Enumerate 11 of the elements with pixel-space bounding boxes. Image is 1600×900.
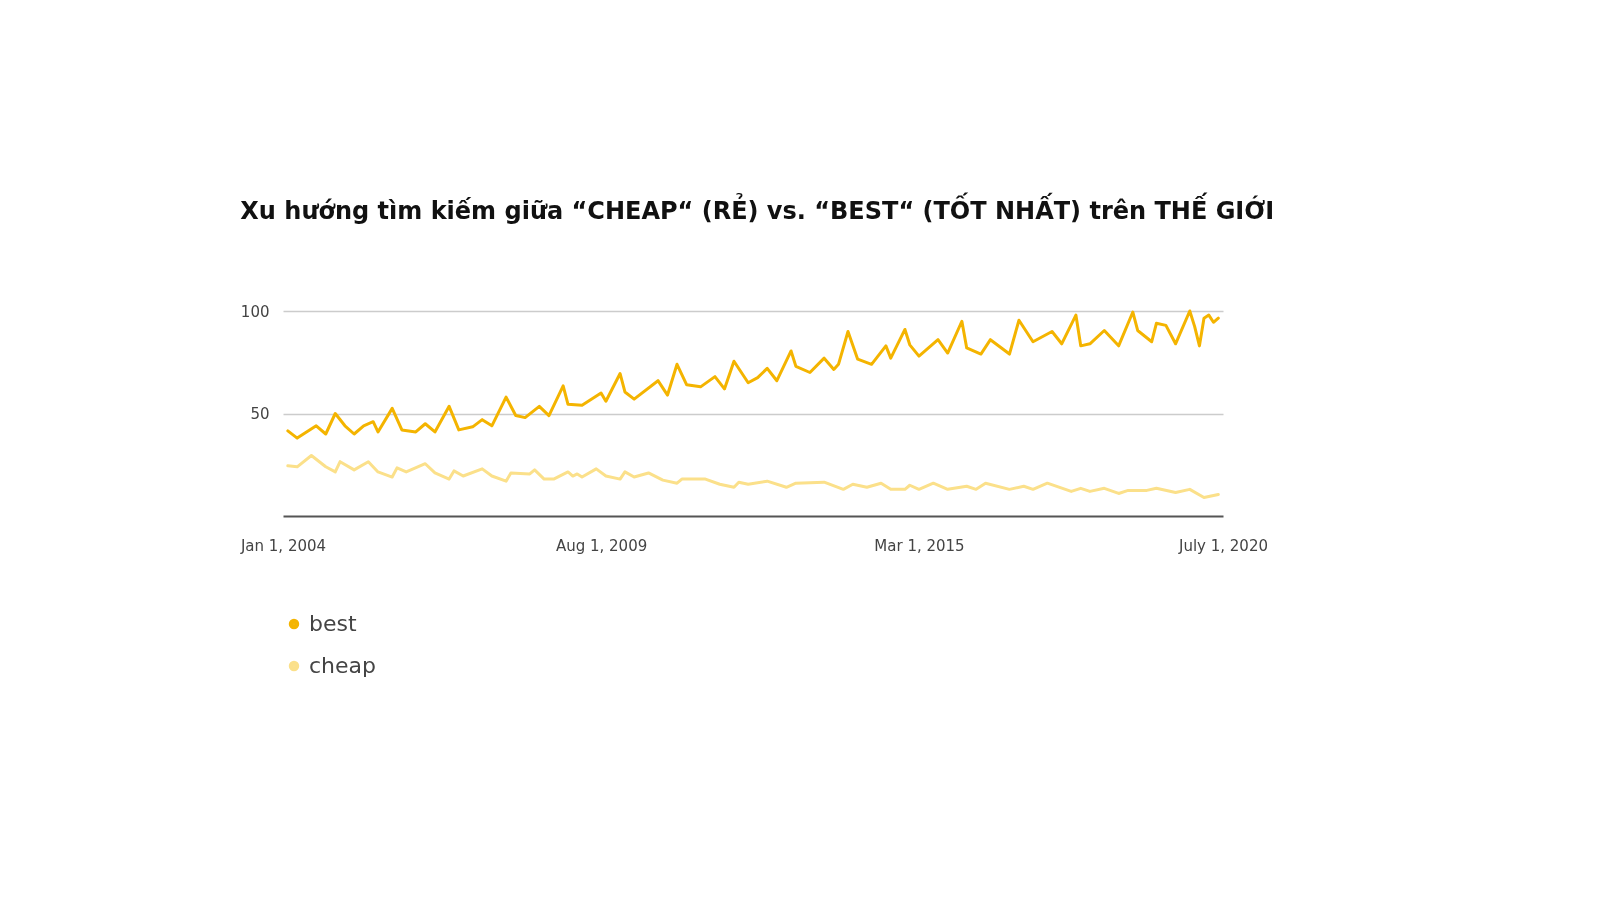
- legend-label: best: [309, 611, 357, 636]
- y-tick-label: 50: [250, 405, 270, 423]
- x-tick-label: Jan 1, 2004: [239, 536, 327, 555]
- y-tick-label: 100: [240, 302, 270, 321]
- legend-label: cheap: [309, 653, 377, 678]
- x-tick-label: Aug 1, 2009: [555, 536, 648, 555]
- chart-title: Xu hướng tìm kiếm giữa “CHEAP“ (RẺ) vs. “BEST“ (TỐT NHẤT) trên THẾ GIỚI: [240, 192, 1275, 225]
- x-tick-label: July 1, 2020: [1178, 536, 1268, 555]
- x-tick-label: Mar 1, 2015: [874, 536, 965, 555]
- line-series: [286, 454, 1220, 500]
- line-series: [286, 309, 1220, 440]
